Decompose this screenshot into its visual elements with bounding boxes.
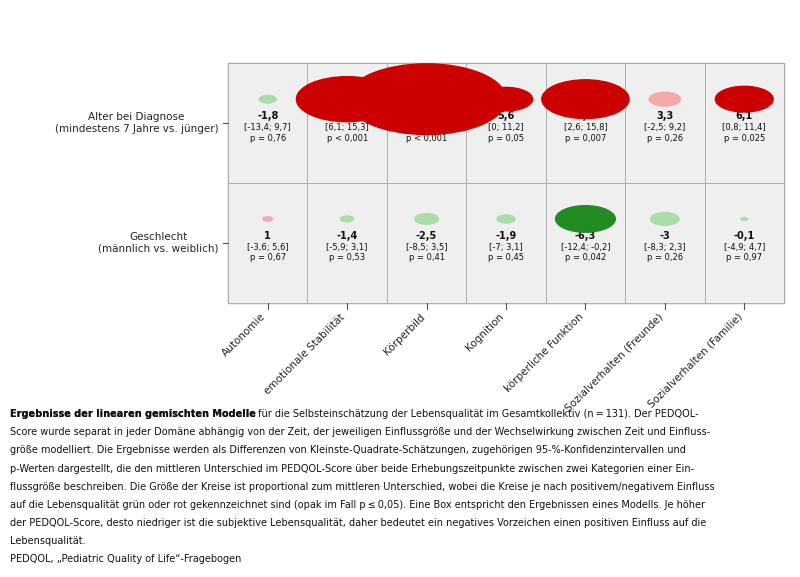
Bar bbox=[705, 183, 784, 303]
Text: Sozialverhalten (Freunde): Sozialverhalten (Freunde) bbox=[563, 312, 665, 413]
Text: [-5,9; 3,1]: [-5,9; 3,1] bbox=[326, 243, 368, 252]
Circle shape bbox=[414, 213, 438, 224]
Text: Lebensqualität.: Lebensqualität. bbox=[10, 537, 86, 546]
Bar bbox=[466, 183, 546, 303]
Circle shape bbox=[555, 205, 615, 232]
Text: auf die Lebensqualität grün oder rot gekennzeichnet sind (opak im Fall p ≤ 0,05): auf die Lebensqualität grün oder rot gek… bbox=[10, 500, 705, 510]
Circle shape bbox=[715, 87, 774, 112]
Text: Geschlecht
(männlich vs. weiblich): Geschlecht (männlich vs. weiblich) bbox=[98, 232, 218, 254]
Text: -0,1: -0,1 bbox=[734, 231, 755, 241]
Text: Autonomie: Autonomie bbox=[221, 312, 268, 359]
Text: p = 0,26: p = 0,26 bbox=[646, 134, 683, 143]
Text: Ergebnisse der linearen gemischten Modelle: Ergebnisse der linearen gemischten Model… bbox=[10, 409, 255, 419]
Text: flussgröße beschreiben. Die Größe der Kreise ist proportional zum mittleren Unte: flussgröße beschreiben. Die Größe der Kr… bbox=[10, 482, 714, 492]
Text: 9,2: 9,2 bbox=[577, 111, 594, 121]
Circle shape bbox=[479, 87, 533, 111]
Text: [-2,5; 9,2]: [-2,5; 9,2] bbox=[644, 123, 686, 132]
Circle shape bbox=[650, 212, 679, 225]
Bar bbox=[466, 63, 546, 183]
Text: [-3,6; 5,6]: [-3,6; 5,6] bbox=[247, 243, 289, 252]
Text: -1,8: -1,8 bbox=[257, 111, 278, 121]
Text: Score wurde separat in jeder Domäne abhängig von der Zeit, der jeweiligen Einflu: Score wurde separat in jeder Domäne abhä… bbox=[10, 427, 710, 437]
Text: körperliche Funktion: körperliche Funktion bbox=[503, 312, 586, 394]
Text: Körperbild: Körperbild bbox=[382, 312, 426, 357]
Text: Ergebnisse der linearen gemischten Modelle: Ergebnisse der linearen gemischten Model… bbox=[10, 409, 255, 419]
Text: p = 0,007: p = 0,007 bbox=[565, 134, 606, 143]
Text: -6,3: -6,3 bbox=[575, 231, 596, 241]
Bar bbox=[625, 63, 705, 183]
Text: p < 0,001: p < 0,001 bbox=[326, 134, 368, 143]
Bar bbox=[228, 183, 307, 303]
Text: [0,8; 11,4]: [0,8; 11,4] bbox=[722, 123, 766, 132]
Bar bbox=[705, 63, 784, 183]
Bar bbox=[625, 183, 705, 303]
Circle shape bbox=[497, 215, 515, 223]
Text: p-Werten dargestellt, die den mittleren Unterschied im PEDQOL-Score über beide E: p-Werten dargestellt, die den mittleren … bbox=[10, 464, 694, 474]
Circle shape bbox=[650, 92, 681, 106]
Circle shape bbox=[347, 64, 506, 134]
Text: p = 0,67: p = 0,67 bbox=[250, 253, 286, 263]
Text: p = 0,53: p = 0,53 bbox=[329, 253, 366, 263]
Text: p = 0,97: p = 0,97 bbox=[726, 253, 762, 263]
Text: p < 0,001: p < 0,001 bbox=[406, 134, 447, 143]
Text: eGRAFIK 4: eGRAFIK 4 bbox=[10, 18, 97, 33]
Bar bbox=[307, 183, 387, 303]
Text: 5,6: 5,6 bbox=[498, 111, 514, 121]
Text: [10,7; 22,8]: [10,7; 22,8] bbox=[402, 123, 451, 132]
Text: PEDQOL, „Pediatric Quality of Life“-Fragebogen: PEDQOL, „Pediatric Quality of Life“-Frag… bbox=[10, 554, 241, 564]
Text: Kognition: Kognition bbox=[464, 312, 506, 353]
Text: -2,5: -2,5 bbox=[416, 231, 437, 241]
Bar bbox=[546, 183, 625, 303]
Text: größe modelliert. Die Ergebnisse werden als Differenzen von Kleinste-Quadrate-Sc: größe modelliert. Die Ergebnisse werden … bbox=[10, 445, 686, 455]
Circle shape bbox=[741, 218, 747, 220]
Text: [-12,4; -0,2]: [-12,4; -0,2] bbox=[561, 243, 610, 252]
Text: 10,7: 10,7 bbox=[335, 111, 359, 121]
Text: für die Selbsteinschätzung der Lebensqualität im Gesamtkollektiv (n = 131). Der : für die Selbsteinschätzung der Lebensqua… bbox=[255, 409, 699, 419]
Text: [0; 11,2]: [0; 11,2] bbox=[488, 123, 524, 132]
Text: [-7; 3,1]: [-7; 3,1] bbox=[489, 243, 523, 252]
Text: [-8,5; 3,5]: [-8,5; 3,5] bbox=[406, 243, 447, 252]
Circle shape bbox=[263, 217, 273, 221]
Text: p = 0,042: p = 0,042 bbox=[565, 253, 606, 263]
Bar bbox=[387, 63, 466, 183]
Text: Alter bei Diagnose
(mindestens 7 Jahre vs. jünger): Alter bei Diagnose (mindestens 7 Jahre v… bbox=[54, 113, 218, 134]
Bar bbox=[307, 63, 387, 183]
Circle shape bbox=[542, 80, 629, 118]
Text: [-8,3; 2,3]: [-8,3; 2,3] bbox=[644, 243, 686, 252]
Text: emotionale Stabilität: emotionale Stabilität bbox=[262, 312, 347, 396]
Text: [-4,9; 4,7]: [-4,9; 4,7] bbox=[723, 243, 765, 252]
Text: der PEDQOL-Score, desto niedriger ist die subjektive Lebensqualität, daher bedeu: der PEDQOL-Score, desto niedriger ist di… bbox=[10, 518, 706, 528]
Text: [2,6; 15,8]: [2,6; 15,8] bbox=[563, 123, 607, 132]
Text: p = 0,41: p = 0,41 bbox=[409, 253, 445, 263]
Text: 6,1: 6,1 bbox=[736, 111, 753, 121]
Text: p = 0,025: p = 0,025 bbox=[724, 134, 765, 143]
Text: p = 0,45: p = 0,45 bbox=[488, 253, 524, 263]
Text: p = 0,05: p = 0,05 bbox=[488, 134, 524, 143]
Text: 3,3: 3,3 bbox=[656, 111, 674, 121]
Bar bbox=[228, 63, 307, 183]
Bar bbox=[228, 63, 784, 303]
Text: p = 0,26: p = 0,26 bbox=[646, 253, 683, 263]
Text: 16,8: 16,8 bbox=[414, 111, 438, 121]
Text: [-13,4; 9,7]: [-13,4; 9,7] bbox=[244, 123, 291, 132]
Text: [6,1; 15,3]: [6,1; 15,3] bbox=[326, 123, 369, 132]
Text: -1,4: -1,4 bbox=[337, 231, 358, 241]
Circle shape bbox=[259, 95, 276, 103]
Circle shape bbox=[297, 77, 398, 122]
Text: -3: -3 bbox=[659, 231, 670, 241]
Bar bbox=[546, 63, 625, 183]
Text: Sozialverhalten (Familie): Sozialverhalten (Familie) bbox=[646, 312, 744, 410]
Text: p = 0,76: p = 0,76 bbox=[250, 134, 286, 143]
Text: 1: 1 bbox=[264, 231, 271, 241]
Bar bbox=[387, 183, 466, 303]
Text: -1,9: -1,9 bbox=[495, 231, 517, 241]
Circle shape bbox=[341, 216, 354, 222]
